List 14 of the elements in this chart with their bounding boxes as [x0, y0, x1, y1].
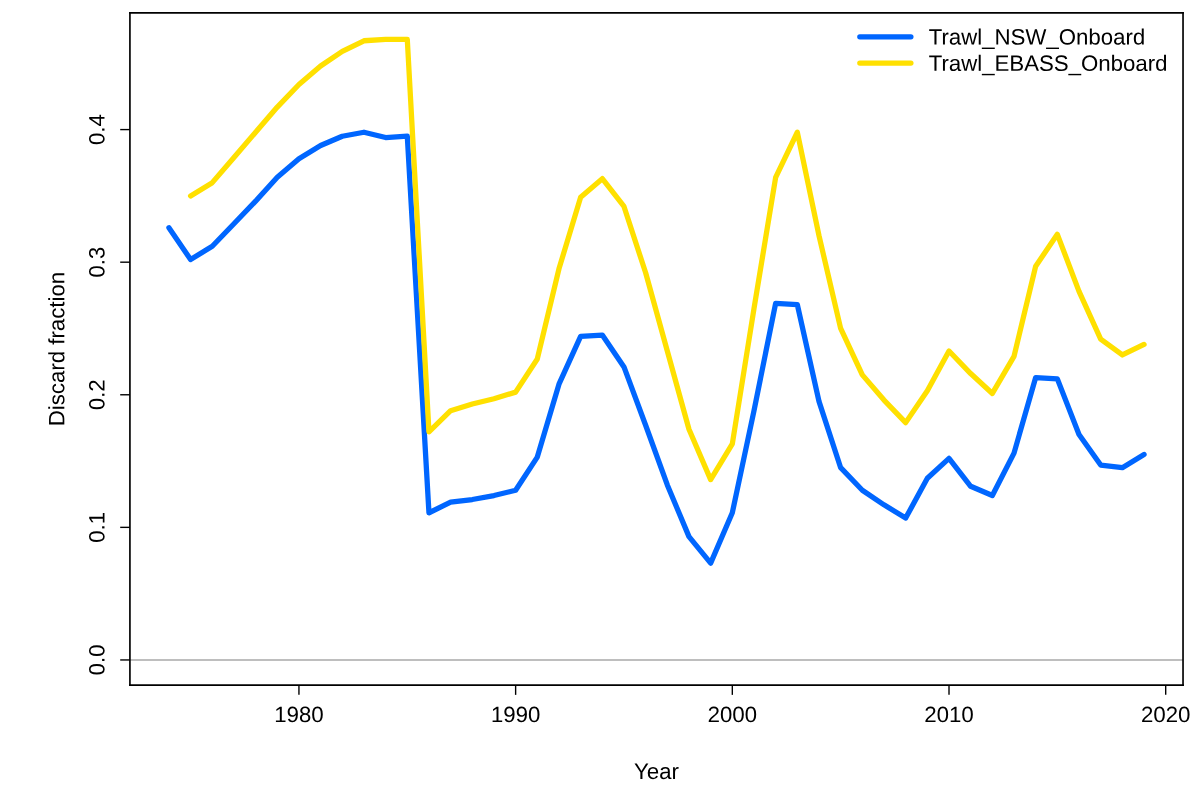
x-tick-label: 1990: [492, 706, 540, 723]
y-tick-label: 0.4: [88, 114, 105, 145]
y-tick-label: 0.3: [88, 247, 105, 277]
y-tick-label: 0.2: [88, 380, 105, 410]
legend-label: Trawl_NSW_Onboard: [929, 28, 1144, 49]
legend-label: Trawl_EBASS_Onboard: [929, 54, 1167, 76]
x-tick-label: 2010: [925, 706, 973, 723]
x-tick-label: 2020: [1142, 706, 1190, 723]
x-tick-label: 1980: [275, 706, 323, 723]
y-tick-label: 0.0: [88, 645, 105, 675]
x-tick-label: 2000: [708, 706, 757, 723]
y-tick-label: 0.1: [88, 513, 105, 542]
x-axis-title: Year: [634, 763, 679, 780]
y-axis-title: Discard fraction: [48, 273, 65, 425]
